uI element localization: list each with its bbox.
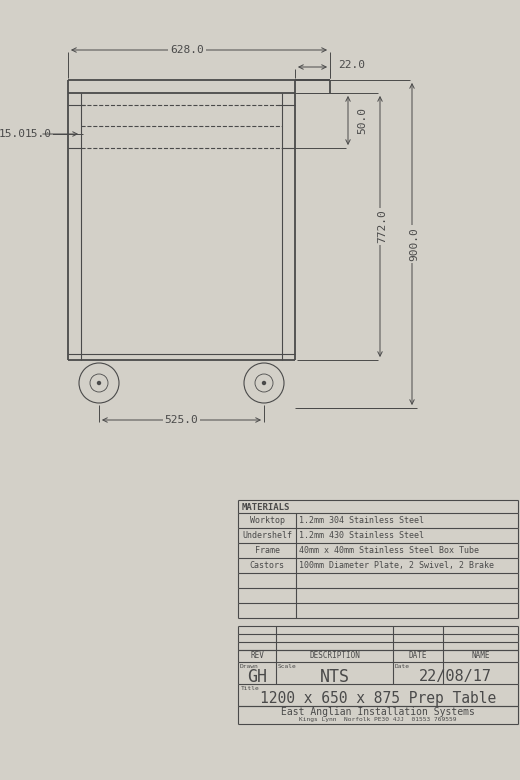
Text: Frame: Frame bbox=[254, 546, 280, 555]
Text: DESCRIPTION: DESCRIPTION bbox=[309, 651, 360, 661]
Text: 100mm Diameter Plate, 2 Swivel, 2 Brake: 100mm Diameter Plate, 2 Swivel, 2 Brake bbox=[299, 561, 494, 570]
Text: Kings Lynn  Norfolk PE30 4JJ  01553 769559: Kings Lynn Norfolk PE30 4JJ 01553 769559 bbox=[299, 718, 457, 722]
Text: 900.0: 900.0 bbox=[409, 227, 419, 261]
Text: 22.0: 22.0 bbox=[339, 60, 366, 70]
Text: Date: Date bbox=[395, 664, 410, 669]
Text: Worktop: Worktop bbox=[250, 516, 284, 525]
Text: Title: Title bbox=[241, 686, 260, 691]
Text: 50.0: 50.0 bbox=[357, 107, 367, 134]
Text: 1200 x 650 x 875 Prep Table: 1200 x 650 x 875 Prep Table bbox=[260, 691, 496, 706]
Text: NAME: NAME bbox=[471, 651, 490, 661]
Text: East Anglian Installation Systems: East Anglian Installation Systems bbox=[281, 707, 475, 717]
Text: 772.0: 772.0 bbox=[377, 210, 387, 243]
Text: 525.0: 525.0 bbox=[165, 415, 198, 425]
Text: Castors: Castors bbox=[250, 561, 284, 570]
Text: 1.2mm 430 Stainless Steel: 1.2mm 430 Stainless Steel bbox=[299, 531, 424, 540]
Text: 40mm x 40mm Stainless Steel Box Tube: 40mm x 40mm Stainless Steel Box Tube bbox=[299, 546, 479, 555]
Text: 15.0: 15.0 bbox=[24, 129, 51, 139]
Text: MATERIALS: MATERIALS bbox=[242, 503, 290, 512]
Circle shape bbox=[262, 381, 266, 385]
Text: NTS: NTS bbox=[319, 668, 349, 686]
Text: Scale: Scale bbox=[278, 664, 297, 669]
Text: 1.2mm 304 Stainless Steel: 1.2mm 304 Stainless Steel bbox=[299, 516, 424, 525]
Text: Drawn: Drawn bbox=[240, 664, 259, 669]
Circle shape bbox=[97, 381, 101, 385]
Text: 15.0: 15.0 bbox=[0, 129, 26, 139]
Text: 22/08/17: 22/08/17 bbox=[419, 669, 492, 685]
Text: 628.0: 628.0 bbox=[170, 45, 204, 55]
Text: GH: GH bbox=[247, 668, 267, 686]
Text: REV: REV bbox=[250, 651, 264, 661]
Text: DATE: DATE bbox=[409, 651, 427, 661]
Text: Undershelf: Undershelf bbox=[242, 531, 292, 540]
